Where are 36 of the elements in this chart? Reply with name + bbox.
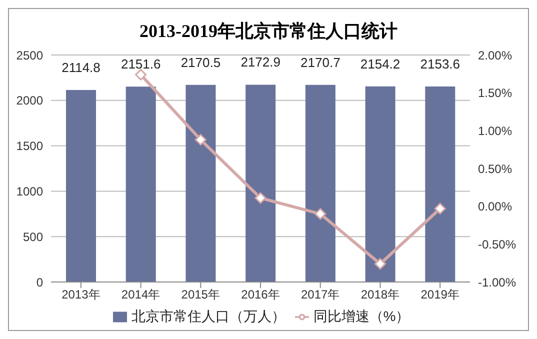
legend-label: 北京市常住人口（万人） xyxy=(131,308,286,324)
y2-tick-label: -1.00% xyxy=(478,275,516,290)
y2-tick-label: 1.00% xyxy=(478,124,512,138)
x-tick-label: 2014年 xyxy=(121,288,160,302)
x-tick-label: 2013年 xyxy=(62,288,100,302)
y2-tick-label: -0.50% xyxy=(478,237,516,252)
y2-tick-label: 1.50% xyxy=(478,86,512,100)
data-label: 2114.8 xyxy=(62,60,100,75)
x-tick-label: 2019年 xyxy=(420,288,460,302)
y-tick-label: 1500 xyxy=(16,139,44,154)
point xyxy=(314,208,326,220)
point xyxy=(434,202,446,214)
x-tick-label: 2017年 xyxy=(301,288,340,302)
data-label: 2170.7 xyxy=(300,54,340,70)
data-label: 2170.5 xyxy=(180,54,221,70)
data-label: 2172.9 xyxy=(240,54,280,70)
y-tick-label: 1000 xyxy=(16,184,44,198)
y2-tick-label: 0.50% xyxy=(478,162,512,176)
point xyxy=(374,258,386,270)
chart-title: 2013-2019年北京市常住人口统计 xyxy=(138,20,398,43)
x-tick-label: 2015年 xyxy=(181,288,220,302)
data-label: 2154.2 xyxy=(360,56,400,72)
x-tick-label: 2018年 xyxy=(360,288,400,302)
data-label: 2151.6 xyxy=(120,56,161,72)
y-tick-label: 2500 xyxy=(16,48,44,62)
data-label: 2153.6 xyxy=(420,56,460,72)
point xyxy=(254,192,266,204)
y-tick-label: 2000 xyxy=(16,94,44,108)
y2-tick-label: 0.00% xyxy=(478,200,512,214)
y-tick-label: 500 xyxy=(22,230,44,244)
legend-label: 同比增速（%） xyxy=(313,308,410,324)
y2-tick-label: 2.00% xyxy=(478,48,512,62)
point xyxy=(135,68,147,80)
point xyxy=(194,134,206,146)
y-tick-label: 0 xyxy=(36,275,44,290)
x-tick-label: 2016年 xyxy=(241,288,280,302)
